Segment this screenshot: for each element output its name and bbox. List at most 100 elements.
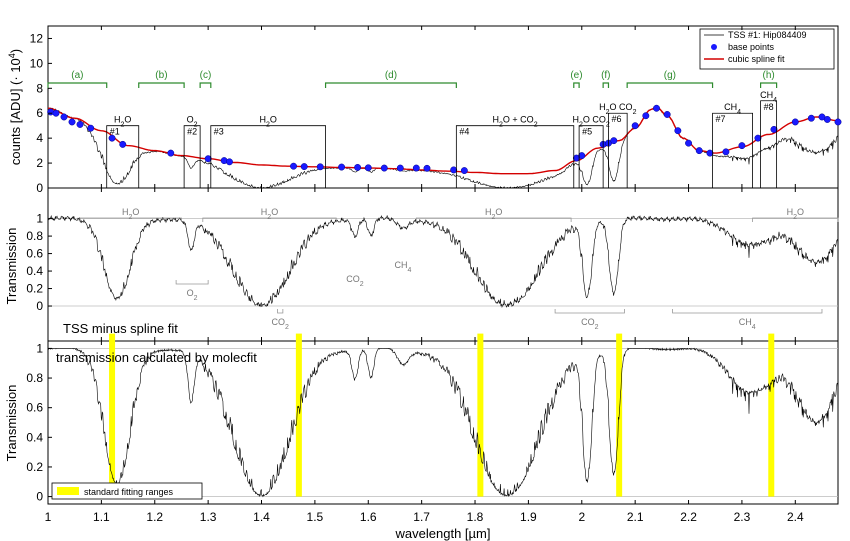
base-point: [60, 113, 68, 121]
plot-data: [47, 104, 842, 498]
y-tick-label: 0.4: [26, 430, 43, 444]
fit-range-label: (b): [155, 70, 167, 81]
legend-box: [699, 28, 835, 70]
y-tick-label: 8: [36, 81, 43, 95]
base-point: [338, 163, 346, 171]
region-box-label: CH4: [760, 90, 777, 104]
fit-range-bracket: [760, 82, 778, 88]
band-label-top: H2O: [261, 207, 278, 221]
base-point: [52, 109, 60, 117]
fitting-range-bar: [295, 333, 302, 497]
band-bracket-top: [79, 217, 182, 222]
x-tick-label: 2.4: [787, 510, 804, 524]
band-label-bottom: CO2: [581, 317, 599, 331]
region-box: [183, 125, 201, 188]
x-tick-label: 1.7: [413, 510, 430, 524]
x-tick-label: 1.2: [146, 510, 163, 524]
band-bracket-bottom: [554, 309, 625, 314]
fitting-range-bar: [477, 333, 484, 497]
base-point: [290, 162, 297, 170]
region-box: [608, 112, 628, 188]
region-box: [455, 125, 575, 188]
fit-range-label: (a): [71, 70, 83, 81]
base-point: [653, 104, 660, 112]
base-point: [354, 163, 362, 171]
fit-range-label: (f): [601, 70, 610, 81]
residual-line: [47, 214, 839, 308]
base-point: [823, 116, 831, 123]
y-tick-label: 6: [36, 106, 43, 120]
band-label-bottom: CO2: [271, 317, 289, 331]
fitting-range-bar: [768, 333, 775, 497]
x-tick-label: 1.4: [253, 510, 270, 524]
x-tick-label: 2.2: [680, 510, 697, 524]
region-box-label: H2O: [114, 115, 131, 129]
region-box-id: #2: [187, 127, 197, 137]
base-point: [460, 167, 468, 175]
base-point: [674, 127, 682, 135]
base-point: [87, 124, 95, 132]
band-label-top: H2O: [787, 207, 804, 221]
spline-fit-line: [47, 106, 839, 175]
region-box: [712, 112, 753, 188]
band-label-top: H2O: [122, 207, 139, 221]
region-box-label: H2O + CO2: [493, 115, 538, 129]
y-tick-label: 0.6: [26, 247, 43, 261]
base-point: [642, 112, 650, 120]
x-tick-label: 1.1: [93, 510, 110, 524]
band-bracket-bottom: [175, 280, 209, 285]
x-tick-label: 2.1: [627, 510, 644, 524]
fit-range-label: (c): [200, 70, 212, 81]
legend-swatch-fitting: [57, 487, 79, 495]
y-tick-label: 4: [36, 131, 43, 145]
molecfit-line: [47, 347, 839, 498]
region-box-label: H2O CO2: [599, 102, 636, 116]
y-tick-label: 2: [36, 156, 43, 170]
x-tick-label: 1.6: [360, 510, 377, 524]
band-label-mid: CH4: [395, 260, 412, 274]
y-tick-label: 0.8: [26, 229, 43, 243]
band-label-bottom: CH4: [739, 317, 756, 331]
region-box-label: O2: [187, 115, 198, 129]
molecfit-panel-title: transmission calculated by molecfit: [56, 350, 257, 365]
legend-label: TSS #1: Hip084409: [728, 30, 807, 40]
y-tick-label: 1: [36, 341, 43, 355]
y-tick-label: 10: [30, 56, 44, 70]
base-point: [68, 118, 76, 126]
y-axis-title-residual: Transmission: [4, 228, 19, 305]
base-point: [300, 163, 308, 171]
residual-panel-title: TSS minus spline fit: [63, 321, 178, 336]
base-point: [380, 164, 388, 172]
band-bracket-bottom: [672, 309, 823, 314]
fit-range-label: (h): [762, 70, 774, 81]
legend-label: cubic spline fit: [728, 54, 785, 64]
base-point: [226, 158, 233, 166]
base-point: [578, 152, 586, 160]
base-point: [204, 155, 212, 163]
base-point: [412, 164, 420, 172]
base-point: [695, 147, 703, 155]
fit-range-bracket: [626, 82, 714, 88]
band-bracket-top: [415, 217, 572, 222]
base-point: [706, 149, 714, 157]
y-tick-label: 0.8: [26, 371, 43, 385]
base-point: [738, 142, 746, 150]
band-bracket-top: [202, 217, 337, 222]
base-point: [663, 111, 671, 118]
fit-range-bracket: [199, 82, 212, 88]
x-axis-title: wavelength [µm]: [395, 526, 491, 541]
x-tick-label: 1.3: [200, 510, 217, 524]
base-point: [631, 122, 639, 130]
base-point: [610, 137, 618, 145]
region-box-label: H2O CO2: [572, 115, 609, 129]
region-box-id: #7: [716, 114, 726, 124]
base-point: [791, 118, 799, 126]
region-box: [578, 125, 604, 188]
plot-frames: [47, 25, 839, 505]
region-box-id: #4: [459, 127, 469, 137]
y-tick-label: 0: [36, 181, 43, 195]
legend-box-fitting: [51, 482, 203, 500]
fit-range-label: (e): [570, 70, 582, 81]
region-box-id: #5: [582, 127, 592, 137]
